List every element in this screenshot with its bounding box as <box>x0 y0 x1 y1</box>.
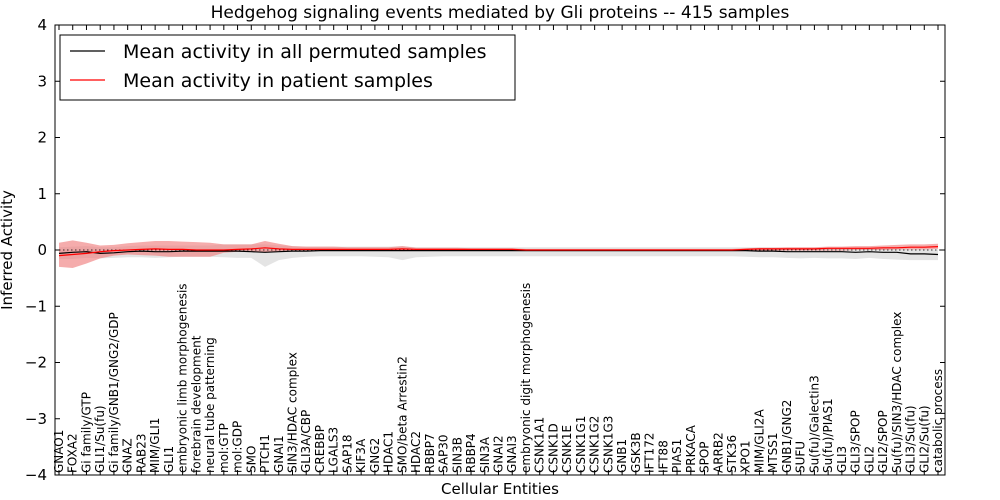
series-line-permuted <box>58 250 939 256</box>
entity-label: RBBP4 <box>464 433 478 473</box>
y-tick-label: −4 <box>25 466 47 484</box>
entity-label: KIF3A <box>354 438 368 473</box>
entity-label: embryonic digit morphogenesis <box>519 283 533 473</box>
entity-label: SIN3A <box>478 436 492 473</box>
y-axis: 4 3 2 1 0 −1 −2 −3 −4 <box>25 16 945 484</box>
entity-label: catabolic process <box>931 369 945 473</box>
y-tick-label: −3 <box>25 410 47 428</box>
entity-label: Su(fu)/PIAS1 <box>821 398 835 473</box>
entity-label: STK36 <box>725 435 739 473</box>
entity-label: SIN3B <box>450 437 464 473</box>
entity-label: MIM/GLI2A <box>753 409 767 473</box>
entity-label: GLI3/Su(fu) <box>904 405 918 473</box>
x-axis-title: Cellular Entities <box>441 480 559 498</box>
entity-label: GNB1 <box>615 439 629 473</box>
y-tick-label: 0 <box>37 241 47 259</box>
entity-label: PIAS1 <box>670 439 684 473</box>
entity-label: GLI1 <box>162 446 176 473</box>
legend: Mean activity in all permuted samples Me… <box>59 34 516 101</box>
entity-label: Gi family/GTP <box>80 392 94 473</box>
entity-label: CSNK1D <box>546 423 560 473</box>
entity-label: CREBBP <box>313 425 327 473</box>
legend-box <box>59 34 516 101</box>
legend-label-patient: Mean activity in patient samples <box>123 70 433 92</box>
entity-label: GLI2 <box>862 446 876 473</box>
entity-label: GSK3B <box>629 432 643 473</box>
entity-label: CSNK1E <box>560 425 574 473</box>
y-tick-label: −1 <box>25 297 47 315</box>
entity-label: RAB23 <box>134 433 148 473</box>
y-tick-label: 4 <box>37 16 47 34</box>
entity-label: GLI2/Su(fu) <box>917 405 931 473</box>
entity-label: LGALS3 <box>327 427 341 473</box>
y-axis-title: Inferred Activity <box>0 190 16 310</box>
entity-label: CSNK1G3 <box>601 416 615 473</box>
entity-label: Su(fu)/SIN3/HDAC complex <box>890 312 904 473</box>
entity-label: MTSS1 <box>766 432 780 473</box>
series-line-patient <box>58 246 939 257</box>
entity-label: SIN3/HDAC complex <box>286 352 300 473</box>
entity-label: GLI3 <box>835 446 849 473</box>
entity-label: IFT88 <box>656 440 670 473</box>
entity-label: GNAO1 <box>52 430 66 473</box>
entity-label: SMO <box>244 446 258 473</box>
entity-label: GLI1/Su(fu) <box>93 405 107 473</box>
y-tick-label: 3 <box>37 72 47 90</box>
entity-label: CSNK1A1 <box>533 417 547 473</box>
entity-label: neural tube patterning <box>203 337 217 473</box>
entity-label: SUFU <box>794 441 808 473</box>
entity-label: Su(fu)/Galectin3 <box>807 375 821 473</box>
entity-label: embryonic limb morphogenesis <box>176 283 190 473</box>
entity-label: mol:GTP <box>217 423 231 473</box>
entity-label: CSNK1G2 <box>588 416 602 473</box>
entity-label: XPO1 <box>739 440 753 473</box>
entity-label: HDAC2 <box>409 431 423 473</box>
y-tick-label: 1 <box>37 185 47 203</box>
entity-label: GNB1/GNG2 <box>780 400 794 473</box>
entity-label: GLI2/SPOP <box>876 410 890 473</box>
entity-label: GNAI1 <box>272 435 286 473</box>
entity-label: SAP18 <box>340 434 354 473</box>
chart-title: Hedgehog signaling events mediated by Gl… <box>211 3 790 23</box>
entity-label: PRKACA <box>684 424 698 473</box>
entity-label: CSNK1G1 <box>574 416 588 473</box>
entity-label: SMO/beta Arrestin2 <box>395 356 409 473</box>
band-patient <box>59 240 938 268</box>
entity-label: IFT172 <box>643 433 657 473</box>
entity-label: HDAC1 <box>382 431 396 473</box>
y-tick-label: 2 <box>37 129 47 147</box>
entity-label: RBBP7 <box>423 433 437 473</box>
legend-label-permuted: Mean activity in all permuted samples <box>123 41 486 63</box>
entity-label: SPOP <box>698 441 712 473</box>
entity-label: GNAI2 <box>492 435 506 473</box>
entity-label: GNAZ <box>121 438 135 473</box>
entity-label: SAP30 <box>437 434 451 473</box>
entity-label: GLI3/SPOP <box>849 410 863 473</box>
entity-label: ARRB2 <box>711 432 725 473</box>
entity-label: PTCH1 <box>258 434 272 473</box>
entity-label: GNG2 <box>368 438 382 473</box>
entity-label: forebrain development <box>189 335 203 473</box>
entity-label: GNAI3 <box>505 435 519 473</box>
entity-label: mol:GDP <box>231 421 245 473</box>
y-tick-label: −2 <box>25 354 47 372</box>
entity-label: FOXA2 <box>66 433 80 473</box>
entity-label: Gi family/GNB1/GNG2/GDP <box>107 312 121 473</box>
x-axis-entity-labels: GNAO1 FOXA2 Gi family/GTP GLI1/Su(fu) Gi fam… <box>52 283 945 473</box>
entity-label: MIM/GLI1 <box>148 418 162 473</box>
entity-label: GLI3A/CBP <box>299 410 313 473</box>
